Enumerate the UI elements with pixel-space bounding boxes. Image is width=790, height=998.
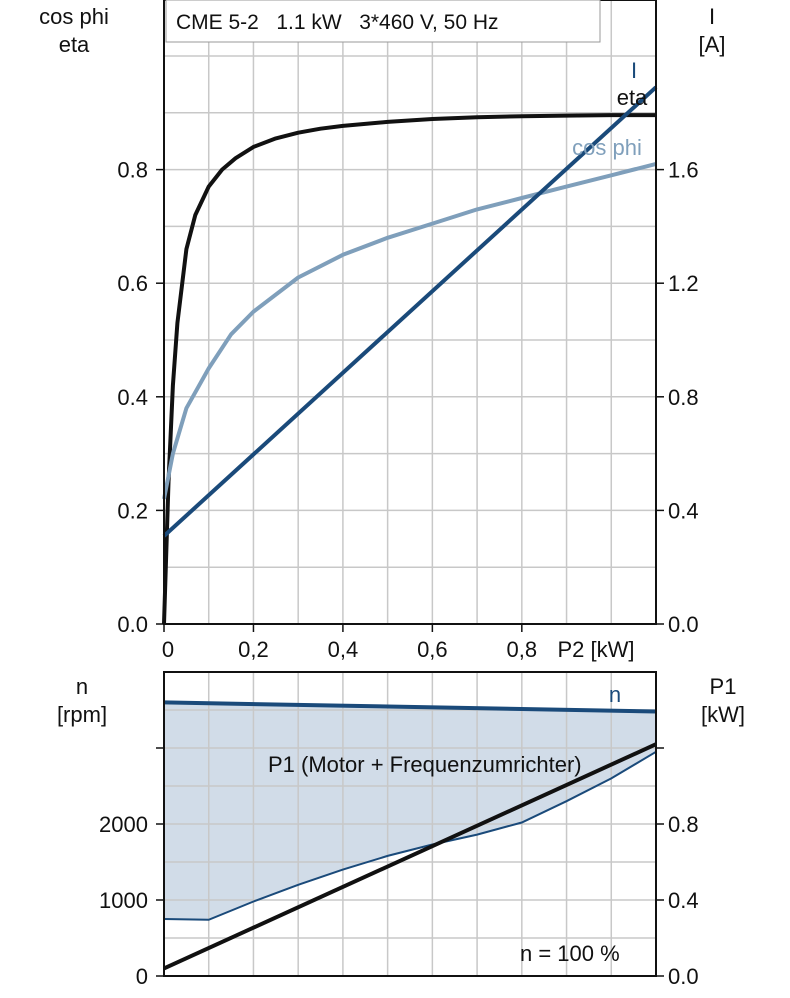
top-series-group: [162, 85, 658, 625]
speed-axis-label-line1: n: [76, 674, 88, 699]
series-label-cos-phi: cos phi: [572, 135, 642, 160]
left-tick-label: 0.2: [117, 498, 148, 523]
p1-tick-label: 0.0: [668, 964, 699, 989]
x-tick-label: 0,4: [328, 637, 359, 662]
p1-axis-label-line1: P1: [710, 674, 737, 699]
x-axis-label: P2 [kW]: [557, 637, 634, 662]
left-axis-label-line2: eta: [59, 32, 90, 57]
p1-curve: [163, 742, 657, 971]
eta-curve: [162, 113, 656, 625]
p1-tick-label: 0.4: [668, 888, 699, 913]
bottom-axis-ticks: 0 1000 2000 0.0 0.4 0.8: [99, 747, 699, 989]
p1-annotation: P1 (Motor + Frequenzumrichter): [268, 752, 582, 777]
current-curve: [162, 85, 658, 538]
min-speed-curve: [163, 750, 657, 921]
left-tick-label: 0.8: [117, 158, 148, 183]
speed-axis-label-line2: [rpm]: [57, 702, 107, 727]
x-tick-label: 0: [162, 637, 174, 662]
p1-axis-label-line2: [kW]: [701, 702, 745, 727]
bottom-series-group: [163, 700, 657, 971]
bottom-gridlines: [164, 672, 656, 976]
right-tick-label: 0.4: [668, 498, 699, 523]
left-tick-label: 0.0: [117, 612, 148, 637]
chart-title: CME 5-2 1.1 kW 3*460 V, 50 Hz: [176, 11, 499, 34]
series-label-current: I: [631, 58, 637, 83]
right-tick-label: 1.2: [668, 271, 699, 296]
operating-range-fill: [164, 702, 656, 920]
top-plot-frame: [163, 0, 657, 625]
speed-curve: [163, 700, 657, 714]
right-tick-label: 0.0: [668, 612, 699, 637]
x-tick-label: 0,2: [238, 637, 269, 662]
title-box: [165, 0, 601, 43]
speed-tick-label: 0: [136, 964, 148, 989]
series-label-speed: n: [609, 682, 621, 707]
p1-tick-label: 0.8: [668, 812, 699, 837]
x-tick-label: 0,6: [417, 637, 448, 662]
right-tick-label: 0.8: [668, 385, 699, 410]
operating-range-area: [164, 702, 656, 920]
left-tick-label: 0.6: [117, 271, 148, 296]
x-tick-label: 0,8: [507, 637, 538, 662]
speed-tick-label: 2000: [99, 812, 148, 837]
right-axis-label-line1: I: [709, 4, 715, 29]
series-label-eta: eta: [617, 85, 648, 110]
top-gridlines: [164, 0, 656, 624]
left-axis-label-line1: cos phi: [39, 4, 109, 29]
speed-percent-annotation: n = 100 %: [520, 941, 620, 966]
top-axis-ticks: 0.0 0.2 0.4 0.6 0.8 0.0 0.4 0.8 1.2 1.6 0 0,2 0,4 0,6…: [117, 158, 698, 662]
right-tick-label: 1.6: [668, 158, 699, 183]
right-axis-label-line2: [A]: [699, 32, 726, 57]
left-tick-label: 0.4: [117, 385, 148, 410]
cos-phi-curve: [162, 161, 657, 500]
speed-tick-label: 1000: [99, 888, 148, 913]
